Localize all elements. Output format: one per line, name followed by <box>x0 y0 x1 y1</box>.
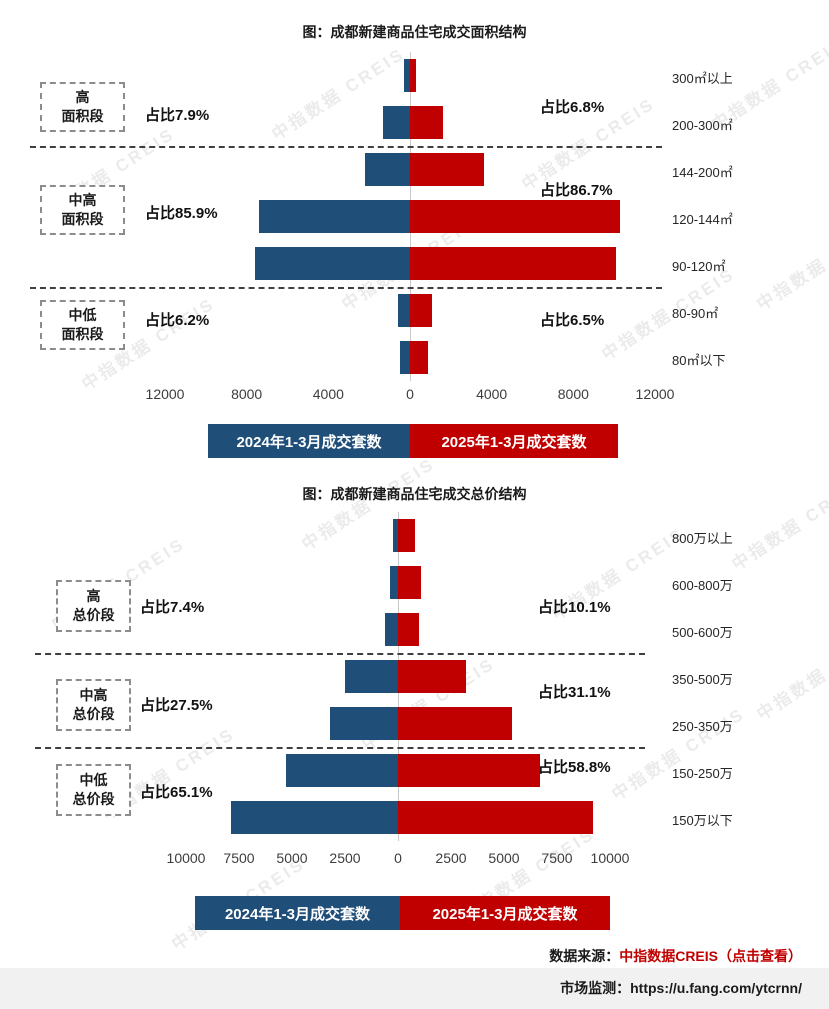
category-label: 80-90㎡ <box>672 305 719 321</box>
bar-2024-150万以下 <box>230 801 398 834</box>
bar-2025-90-120㎡ <box>410 247 617 280</box>
category-label: 80㎡以下 <box>672 352 726 368</box>
bar-2024-800万以上 <box>392 519 398 552</box>
category-label: 150-250万 <box>672 765 733 781</box>
category-label: 250-350万 <box>672 718 733 734</box>
data-source-link[interactable]: 中指数据CREIS（点击查看） <box>619 948 802 964</box>
group-box: 中低 总价段 <box>56 763 131 816</box>
share-label-left: 占比65.1% <box>140 783 213 801</box>
category-label: 350-500万 <box>672 671 733 687</box>
axis-tick-label: 12000 <box>145 386 185 402</box>
bar-2024-600-800万 <box>389 566 398 599</box>
axis-tick-label: 10000 <box>166 850 206 866</box>
axis-tick-label: 8000 <box>231 386 263 402</box>
group-box: 高 面积段 <box>40 81 125 132</box>
bar-2024-350-500万 <box>345 660 398 693</box>
chart1-title: 图：成都新建商品住宅成交面积结构 <box>302 24 527 40</box>
bar-2024-120-144㎡ <box>258 200 410 233</box>
share-label-left: 占比7.4% <box>140 599 205 617</box>
market-monitor-line: 市场监测：https://u.fang.com/ytcrnn/ <box>560 978 802 998</box>
bar-2024-144-200㎡ <box>365 153 410 186</box>
bar-2024-80㎡以下 <box>399 341 410 374</box>
legend-2024: 2024年1-3月成交套数 <box>208 424 410 458</box>
bar-2025-350-500万 <box>398 660 466 693</box>
category-label: 90-120㎡ <box>672 258 726 274</box>
bar-2025-150万以下 <box>398 801 594 834</box>
bar-2025-800万以上 <box>398 519 415 552</box>
group-separator-line <box>35 747 645 749</box>
share-label-right: 占比6.8% <box>540 99 605 117</box>
group-box: 中高 总价段 <box>56 679 131 732</box>
share-label-left: 占比27.5% <box>140 696 213 714</box>
share-label-right: 占比6.5% <box>540 312 605 330</box>
data-source-label: 数据来源： <box>549 948 620 964</box>
bar-2025-120-144㎡ <box>410 200 621 233</box>
legend-2025: 2025年1-3月成交套数 <box>400 896 610 930</box>
category-label: 120-144㎡ <box>672 211 733 227</box>
bar-2025-250-350万 <box>398 707 513 740</box>
category-label: 600-800万 <box>672 577 733 593</box>
group-box: 中高 面积段 <box>40 184 125 235</box>
group-separator-line <box>30 287 662 289</box>
bar-2025-600-800万 <box>398 566 422 599</box>
share-label-left: 占比85.9% <box>145 204 218 222</box>
axis-tick-label: 0 <box>394 850 402 866</box>
category-label: 150万以下 <box>672 812 733 828</box>
axis-tick-label: 12000 <box>635 386 675 402</box>
share-label-right: 占比58.8% <box>538 758 611 776</box>
market-monitor-label: 市场监测： <box>560 980 631 996</box>
bar-2024-300㎡以上 <box>403 59 410 92</box>
axis-tick-label: 2500 <box>329 850 361 866</box>
legend-2025: 2025年1-3月成交套数 <box>410 424 618 458</box>
axis-tick-label: 8000 <box>557 386 589 402</box>
bar-2024-80-90㎡ <box>397 294 410 327</box>
footer-band <box>0 968 829 1009</box>
bar-2024-250-350万 <box>330 707 398 740</box>
bar-2025-300㎡以上 <box>410 59 417 92</box>
market-monitor-url[interactable]: https://u.fang.com/ytcrnn/ <box>630 980 802 996</box>
watermark-text: 中指数据 CREIS <box>753 214 829 315</box>
share-label-right: 占比86.7% <box>540 181 613 199</box>
share-label-left: 占比7.9% <box>145 107 210 125</box>
axis-tick-label: 5000 <box>276 850 308 866</box>
bar-2025-80㎡以下 <box>410 341 429 374</box>
group-separator-line <box>30 146 662 148</box>
group-box: 中低 面积段 <box>40 300 125 351</box>
chart2-title: 图：成都新建商品住宅成交总价结构 <box>302 486 527 502</box>
bar-2025-144-200㎡ <box>410 153 484 186</box>
legend-2024: 2024年1-3月成交套数 <box>195 896 400 930</box>
watermark-text: 中指数据 CREIS <box>753 624 829 725</box>
category-label: 200-300㎡ <box>672 117 733 133</box>
category-label: 500-600万 <box>672 624 733 640</box>
share-label-right: 占比10.1% <box>538 599 611 617</box>
bar-2024-200-300㎡ <box>383 106 410 139</box>
axis-tick-label: 0 <box>406 386 414 402</box>
data-source-line: 数据来源：中指数据CREIS（点击查看） <box>549 946 802 966</box>
axis-tick-label: 10000 <box>590 850 630 866</box>
bar-2024-500-600万 <box>385 613 398 646</box>
axis-tick-label: 7500 <box>223 850 255 866</box>
bar-2025-150-250万 <box>398 754 541 787</box>
category-label: 800万以上 <box>672 530 733 546</box>
axis-tick-label: 2500 <box>435 850 467 866</box>
axis-tick-label: 7500 <box>541 850 573 866</box>
category-label: 300㎡以上 <box>672 70 733 86</box>
share-label-left: 占比6.2% <box>145 312 210 330</box>
group-box: 高 总价段 <box>56 580 131 632</box>
group-separator-line <box>35 653 645 655</box>
axis-tick-label: 4000 <box>312 386 344 402</box>
bar-2025-80-90㎡ <box>410 294 433 327</box>
axis-tick-label: 4000 <box>476 386 508 402</box>
category-label: 144-200㎡ <box>672 164 733 180</box>
bar-2024-90-120㎡ <box>254 247 410 280</box>
bar-2025-500-600万 <box>398 613 420 646</box>
share-label-right: 占比31.1% <box>538 684 611 702</box>
axis-tick-label: 5000 <box>488 850 520 866</box>
bar-2024-150-250万 <box>285 754 398 787</box>
bar-2025-200-300㎡ <box>410 106 443 139</box>
